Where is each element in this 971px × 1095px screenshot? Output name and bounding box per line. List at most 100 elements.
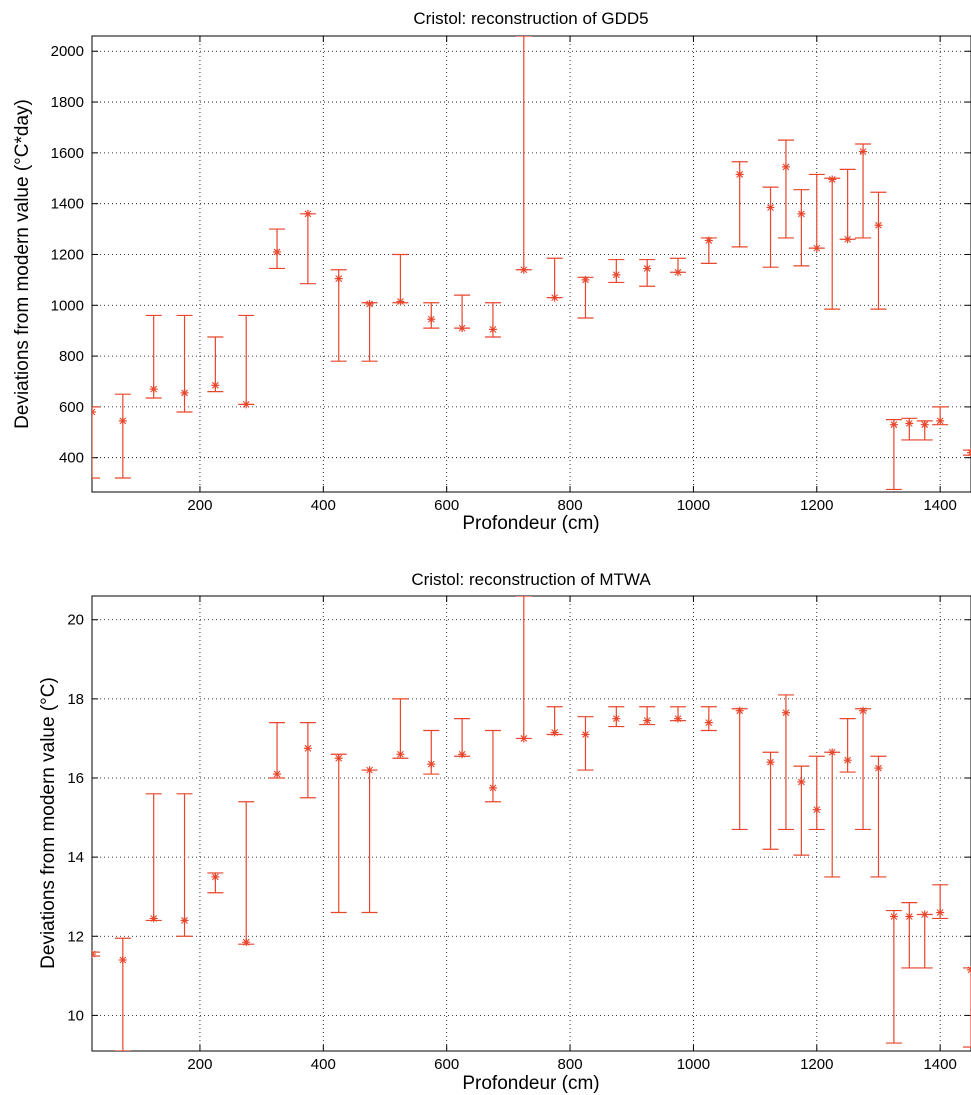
data-point xyxy=(92,407,96,416)
data-point xyxy=(334,274,343,283)
error-bar xyxy=(238,801,255,945)
data-point xyxy=(905,419,914,428)
data-point xyxy=(936,908,945,917)
error-bar xyxy=(808,755,825,831)
y-tick-label: 1400 xyxy=(51,196,84,213)
y-tick-label: 18 xyxy=(67,691,84,708)
error-bar xyxy=(361,769,378,914)
data-point xyxy=(704,236,713,245)
error-bar xyxy=(392,253,409,304)
error-bar xyxy=(808,173,825,249)
error-bar xyxy=(269,722,286,779)
data-point xyxy=(843,756,852,765)
data-point xyxy=(149,914,158,923)
data-layer xyxy=(92,596,971,1051)
data-point xyxy=(797,209,806,218)
y-tick-label: 14 xyxy=(67,849,84,866)
data-point xyxy=(643,716,652,725)
error-bar xyxy=(114,937,131,1051)
data-point xyxy=(334,754,343,763)
x-tick-label: 600 xyxy=(434,497,459,514)
data-point xyxy=(519,734,528,743)
error-bar xyxy=(731,708,748,831)
data-point xyxy=(211,872,220,881)
error-bar xyxy=(777,694,794,831)
y-tick-label: 1600 xyxy=(51,145,84,162)
data-point xyxy=(581,275,590,284)
data-point xyxy=(365,766,374,775)
x-tick-label: 400 xyxy=(311,1056,336,1073)
data-point xyxy=(149,385,158,394)
error-bar xyxy=(762,186,779,268)
error-bar xyxy=(577,716,594,771)
x-axis-label: Profondeur (cm) xyxy=(462,513,599,534)
y-tick-label: 20 xyxy=(67,612,84,629)
data-point xyxy=(242,400,251,409)
data-point xyxy=(303,209,312,218)
data-point xyxy=(488,783,497,792)
data-point xyxy=(920,910,929,919)
chart-title: Cristol: reconstruction of MTWA xyxy=(411,570,651,589)
y-axis-label: Deviations from modern value (°C) xyxy=(38,677,59,969)
data-point xyxy=(735,170,744,179)
error-bar xyxy=(870,191,887,310)
error-bar xyxy=(855,143,872,239)
data-point xyxy=(396,297,405,306)
data-point xyxy=(396,750,405,759)
data-point xyxy=(458,750,467,759)
chart-mtwa: Cristol: reconstruction of MTWA 200 400 60… xyxy=(38,570,971,1094)
data-point xyxy=(812,244,821,253)
data-point xyxy=(118,416,127,425)
data-point xyxy=(581,730,590,739)
x-tick-label: 1000 xyxy=(677,1056,710,1073)
error-bar xyxy=(793,189,810,267)
data-point xyxy=(303,744,312,753)
data-point xyxy=(967,965,971,974)
x-tick-label: 1000 xyxy=(677,497,710,514)
x-tick-label: 800 xyxy=(558,497,583,514)
data-point xyxy=(812,805,821,814)
error-bar xyxy=(145,314,162,399)
error-bar xyxy=(639,258,656,287)
y-tick-label: 800 xyxy=(59,348,84,365)
error-bar xyxy=(963,967,971,1048)
tick-layer: 200 400 600 800 1000 1200 1400 10 12 14 16 18 20 xyxy=(67,596,971,1073)
chart-grid xyxy=(92,36,971,492)
data-point xyxy=(427,760,436,769)
error-bar xyxy=(916,913,933,969)
data-point xyxy=(828,175,837,184)
y-tick-label: 1200 xyxy=(51,246,84,263)
x-tick-label: 200 xyxy=(187,497,212,514)
error-bar xyxy=(546,257,563,299)
data-point xyxy=(874,764,883,773)
chart-gdd5: Cristol: reconstruction of GDD5 200 400 60… xyxy=(12,9,971,534)
x-tick-label: 1200 xyxy=(800,497,833,514)
plot-area-frame xyxy=(91,595,971,1052)
data-point xyxy=(273,247,282,256)
x-tick-label: 1400 xyxy=(923,1056,956,1073)
data-point xyxy=(843,235,852,244)
error-bar xyxy=(330,269,347,362)
y-tick-label: 10 xyxy=(67,1007,84,1024)
data-point xyxy=(273,770,282,779)
x-tick-label: 200 xyxy=(187,1056,212,1073)
data-point xyxy=(674,714,682,723)
data-point xyxy=(519,265,528,274)
y-axis-label: Deviations from modern value (°C*day) xyxy=(12,99,33,429)
data-point xyxy=(781,162,790,171)
error-bar xyxy=(176,793,193,937)
x-tick-label: 800 xyxy=(558,1056,583,1073)
error-bar xyxy=(885,909,902,1044)
x-axis-label: Profondeur (cm) xyxy=(462,1073,599,1094)
x-tick-label: 400 xyxy=(311,497,336,514)
data-point xyxy=(766,758,775,767)
x-tick-label: 1400 xyxy=(923,497,956,514)
data-point xyxy=(242,938,251,947)
error-bar xyxy=(92,406,100,479)
error-bar xyxy=(92,951,100,957)
data-point xyxy=(735,706,744,715)
chart-grid xyxy=(92,596,971,1051)
error-bar xyxy=(114,393,131,479)
chart-title: Cristol: reconstruction of GDD5 xyxy=(413,9,648,28)
data-point xyxy=(427,315,436,324)
